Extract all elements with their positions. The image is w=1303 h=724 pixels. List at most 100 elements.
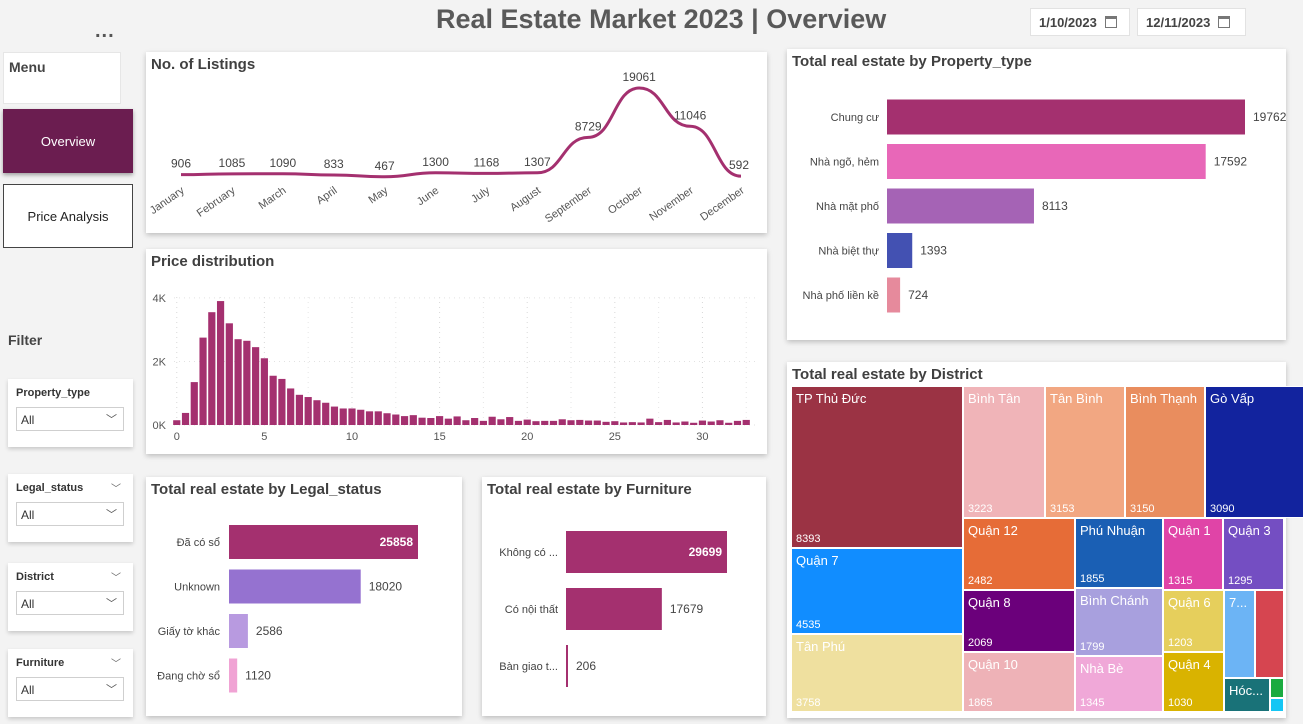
category-label: Chung cư	[831, 112, 880, 124]
end-date-value: 12/11/2023	[1146, 14, 1211, 30]
treemap-cell[interactable]: Quận 12 2482	[963, 518, 1075, 590]
series-line	[180, 86, 742, 179]
treemap-cell[interactable]: Bình Thạnh 3150	[1125, 386, 1205, 518]
histogram-bar	[532, 421, 540, 425]
x-tick-label: July	[469, 184, 492, 205]
treemap-cell[interactable]: Quận 8 2069	[963, 590, 1075, 652]
histogram-bar	[252, 347, 260, 425]
treemap-cell[interactable]: Quận 7 4535	[791, 548, 963, 634]
slicer-property-type: Property_type All ﹀	[8, 379, 133, 447]
bar	[887, 144, 1206, 179]
treemap-cell-label: Gò Vấp	[1210, 391, 1255, 406]
furniture-dropdown[interactable]: All ﹀	[16, 677, 124, 701]
treemap-cell-value: 3223	[968, 503, 993, 515]
treemap-cell-label: Quận 4	[1168, 657, 1211, 672]
treemap-cell[interactable]: Gò Vấp 3090	[1205, 386, 1303, 518]
histogram-bar	[418, 417, 426, 425]
histogram-bar	[269, 375, 277, 425]
price-distribution-card: Price distribution 0K 2K 4K 0 5 10 15 20 25 30	[146, 249, 767, 454]
treemap-cell[interactable]: TP Thủ Đức 8393	[791, 386, 963, 548]
histogram-bar	[479, 420, 487, 425]
end-date-picker[interactable]: 12/11/2023	[1137, 8, 1246, 36]
histogram-bar	[733, 420, 742, 425]
property-type-bar-chart[interactable]: Chung cư 19762 Nhà ngõ, hẻm 17592 Nhà mặt ph…	[787, 49, 1286, 340]
price-histogram[interactable]: 0K 2K 4K 0 5 10 15 20 25 30	[146, 249, 767, 454]
calendar-icon[interactable]	[1104, 16, 1117, 28]
card-title: No. of Listings	[151, 56, 256, 73]
x-tick-label: 10	[346, 431, 358, 443]
histogram-bar	[199, 337, 207, 425]
histogram-bar	[453, 416, 461, 425]
bar	[229, 658, 238, 693]
x-tick-label: February	[195, 184, 238, 219]
histogram-bar	[681, 421, 689, 425]
treemap-cell[interactable]: Quận 6 1203	[1163, 590, 1224, 652]
filter-label: Filter	[8, 332, 43, 348]
treemap-cell-label: Quận 1	[1168, 523, 1211, 538]
treemap-cell[interactable]: Quận 1 1315	[1163, 518, 1223, 590]
calendar-icon[interactable]	[1218, 16, 1231, 28]
data-label: 1085	[219, 156, 246, 170]
treemap-cell[interactable]: Bình Tân 3223	[963, 386, 1045, 518]
treemap-cell[interactable]: Quận 10 1865	[963, 652, 1075, 712]
legal-status-card: Total real estate by Legal_status Đã có …	[146, 477, 462, 716]
x-tick-label: August	[508, 185, 543, 214]
treemap-cell[interactable]	[1255, 590, 1284, 678]
chevron-down-icon[interactable]: ﹀	[111, 484, 121, 495]
x-tick-label: 0	[174, 431, 180, 443]
legal-status-bar-chart[interactable]: Đã có sổ 25858 Unknown 18020 Giấy tờ khác 258…	[146, 477, 462, 716]
histogram-bar	[690, 422, 698, 425]
furniture-bar-chart[interactable]: Không có ... 29699 Có nội thất 17679 Bàn gia…	[482, 477, 766, 716]
chevron-down-icon[interactable]: ﹀	[111, 659, 121, 670]
x-tick-label: 30	[696, 431, 708, 443]
histogram-bar	[313, 400, 321, 425]
treemap-cell[interactable]: Tân Bình 3153	[1045, 386, 1125, 518]
treemap-cell[interactable]: Nhà Bè 1345	[1075, 656, 1163, 712]
slicer-label: Legal_status	[16, 482, 84, 494]
district-treemap[interactable]: TP Thủ Đức 8393 Quận 7 4535 Tân Phú 3758 Bình …	[791, 386, 1303, 712]
start-date-picker[interactable]: 1/10/2023	[1030, 8, 1130, 36]
histogram-bar	[698, 420, 707, 425]
listings-line-chart[interactable]: 906 1085 1090 833 467 1300 1168 1307 8729 19061 11…	[146, 52, 767, 233]
data-label: 467	[375, 159, 395, 173]
histogram-bar	[409, 415, 417, 425]
property-type-dropdown[interactable]: All ﹀	[16, 407, 124, 431]
histogram-bar	[514, 420, 523, 425]
treemap-cell[interactable]: Tân Phú 3758	[791, 634, 963, 712]
nav-overview-button[interactable]: Overview	[3, 109, 133, 173]
treemap-cell-value: 3153	[1050, 503, 1075, 515]
histogram-bar	[619, 422, 628, 425]
card-title: Total real estate by Furniture	[487, 481, 692, 498]
histogram-bar	[339, 408, 347, 425]
histogram-bar	[348, 408, 356, 425]
treemap-cell[interactable]: 7...	[1224, 590, 1255, 678]
treemap-cell[interactable]: Phú Nhuận 1855	[1075, 518, 1163, 588]
treemap-cell-label: Nhà Bè	[1080, 661, 1124, 676]
data-label: 19762	[1253, 110, 1286, 124]
histogram-bar	[558, 419, 566, 425]
treemap-cell[interactable]: Bình Chánh 1799	[1075, 588, 1163, 656]
category-label: Nhà phố liền kề	[803, 290, 879, 302]
legal-status-dropdown[interactable]: All ﹀	[16, 502, 124, 526]
district-dropdown[interactable]: All ﹀	[16, 591, 124, 615]
treemap-cell[interactable]: Hóc...	[1224, 678, 1270, 712]
treemap-cell[interactable]: Quận 4 1030	[1163, 652, 1224, 712]
histogram-bar	[716, 420, 724, 425]
more-options-icon[interactable]: ...	[95, 20, 115, 42]
histogram-bar	[742, 419, 750, 425]
treemap-cell-label: Hóc...	[1229, 683, 1263, 698]
treemap-cell[interactable]	[1270, 698, 1284, 712]
card-title: Total real estate by District	[792, 366, 983, 383]
treemap-cell-value: 8393	[796, 533, 821, 545]
treemap-cell[interactable]	[1270, 678, 1284, 698]
histogram-bar	[523, 419, 531, 425]
histogram-bar	[400, 416, 409, 425]
nav-price-analysis-button[interactable]: Price Analysis	[3, 184, 133, 248]
slicer-label: Property_type	[16, 387, 90, 399]
chevron-down-icon[interactable]: ﹀	[111, 573, 121, 584]
menu-box: Menu	[3, 52, 121, 104]
treemap-cell[interactable]: Quận 3 1295	[1223, 518, 1284, 590]
treemap-cell-label: Quận 10	[968, 657, 1018, 672]
treemap-cell-label: Quận 6	[1168, 595, 1211, 610]
bar	[229, 569, 361, 604]
